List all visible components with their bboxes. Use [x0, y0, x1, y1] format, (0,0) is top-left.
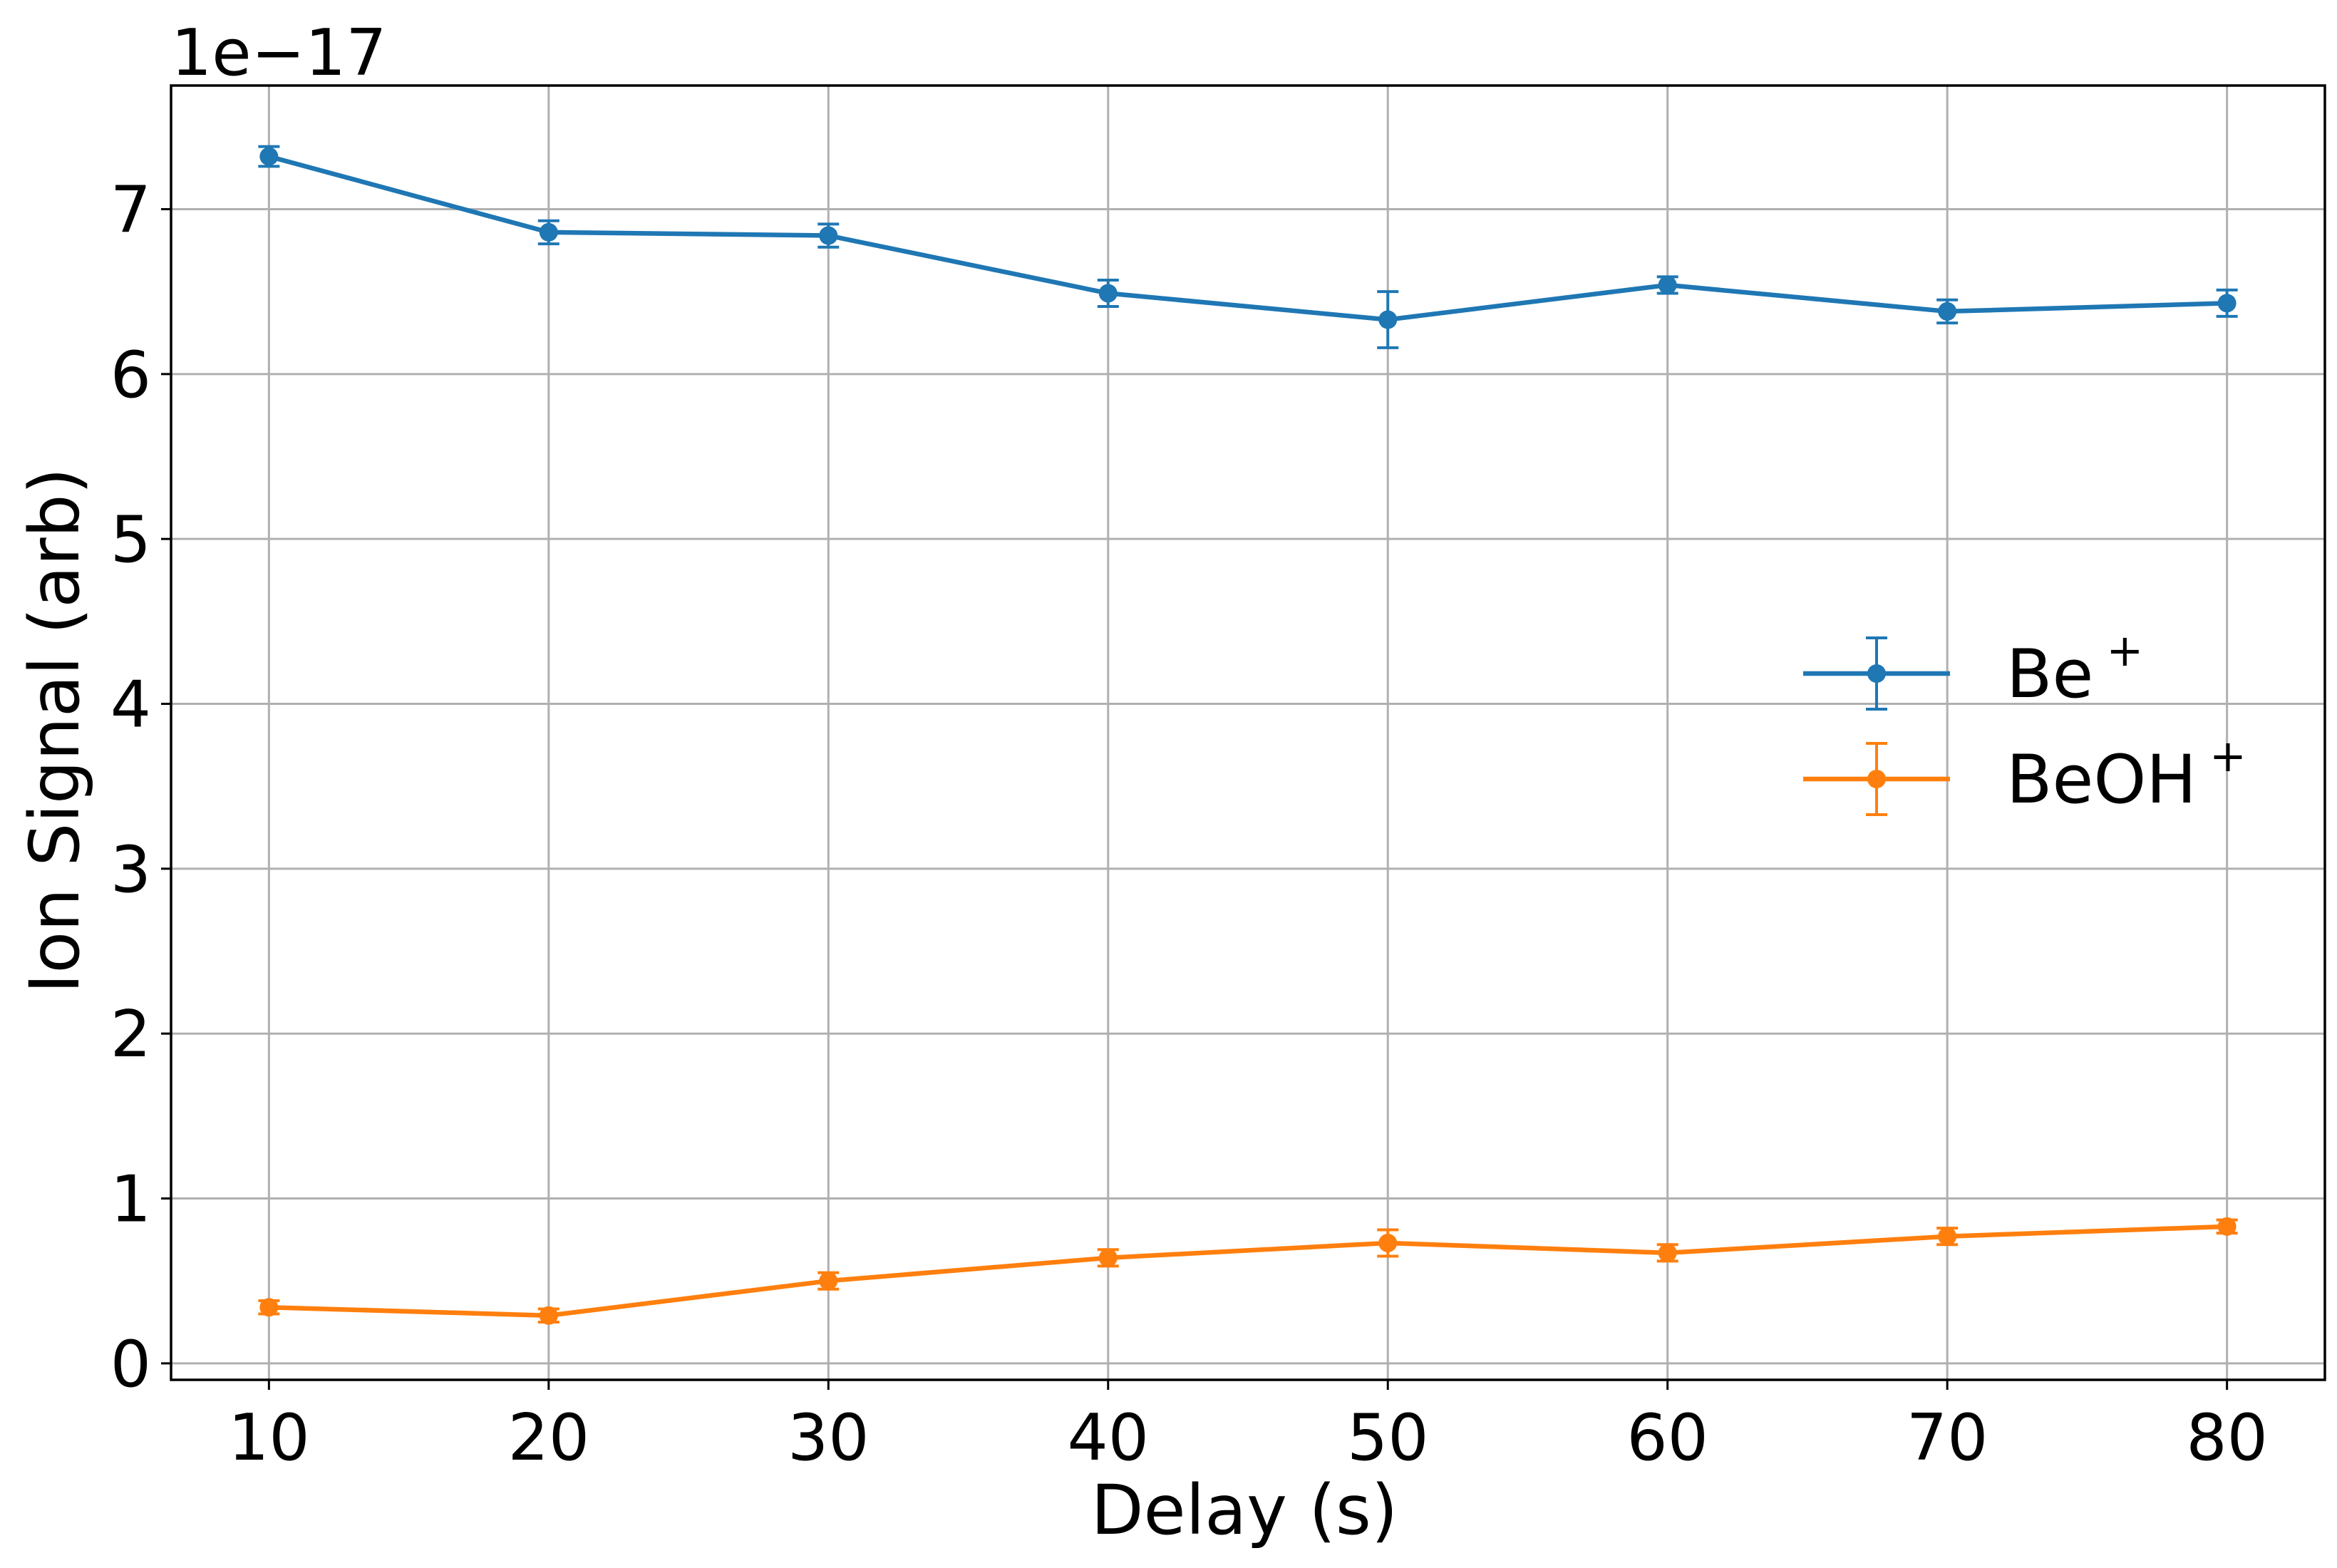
legend-label-superscript: +	[2209, 730, 2246, 782]
grid-lines	[171, 86, 2325, 1380]
data-point	[259, 147, 279, 166]
y-axis-exponent-label: 1e−17	[171, 16, 387, 91]
y-tick-label: 5	[110, 502, 151, 577]
legend-entry-be: Be +	[1803, 624, 2143, 713]
data-point	[819, 226, 838, 245]
legend-marker	[1867, 770, 1886, 788]
series-beoh	[258, 1217, 2238, 1325]
legend-label: Be +	[2006, 624, 2143, 713]
y-tick-label: 7	[110, 173, 151, 248]
series-line	[269, 1224, 2227, 1319]
x-tick-label: 60	[1626, 1401, 1708, 1475]
data-point	[1098, 1248, 1118, 1267]
x-axis-label: Delay (s)	[1091, 1470, 1398, 1550]
y-tick-label: 0	[110, 1327, 151, 1402]
y-axis-ticks: 0 1 2 3 4 5 6 7	[110, 173, 171, 1402]
data-point	[1378, 310, 1398, 329]
y-axis-label: Ion Signal (arb)	[15, 468, 95, 994]
data-point	[1658, 1243, 1677, 1262]
legend-label-text: Be	[2006, 636, 2093, 713]
data-point	[2217, 1217, 2237, 1236]
x-tick-label: 30	[788, 1401, 870, 1475]
y-tick-label: 4	[110, 668, 151, 743]
legend-label-text: BeOH	[2006, 741, 2197, 819]
legend-label: BeOH +	[2006, 730, 2246, 819]
data-point	[539, 1306, 558, 1325]
y-tick-label: 3	[110, 832, 151, 907]
legend: Be +BeOH +	[1803, 624, 2246, 819]
data-point	[1658, 275, 1677, 294]
x-tick-label: 50	[1347, 1401, 1429, 1475]
data-point	[2217, 294, 2237, 313]
y-tick-label: 6	[110, 338, 151, 413]
data-point	[1098, 284, 1118, 303]
data-point	[819, 1272, 838, 1291]
x-tick-label: 40	[1068, 1401, 1150, 1475]
data-point	[1938, 301, 1957, 321]
plot-frame	[170, 84, 2326, 1381]
legend-entry-beoh: BeOH +	[1803, 730, 2246, 819]
series-line	[268, 154, 2227, 322]
x-tick-label: 70	[1907, 1401, 1988, 1475]
data-point	[1378, 1233, 1398, 1252]
x-tick-label: 80	[2186, 1401, 2268, 1475]
y-tick-label: 2	[110, 997, 151, 1072]
x-axis-ticks: 10 20 30 40 50 60 70 80	[228, 1380, 2268, 1475]
x-tick-label: 20	[508, 1401, 590, 1475]
y-tick-label: 1	[110, 1162, 151, 1237]
data-point	[539, 222, 558, 242]
data-series	[258, 145, 2238, 1325]
data-point	[1938, 1227, 1957, 1246]
x-tick-label: 10	[228, 1401, 310, 1475]
legend-marker	[1867, 664, 1886, 683]
series-be	[258, 145, 2238, 349]
data-point	[259, 1298, 279, 1317]
legend-label-superscript: +	[2106, 624, 2143, 676]
